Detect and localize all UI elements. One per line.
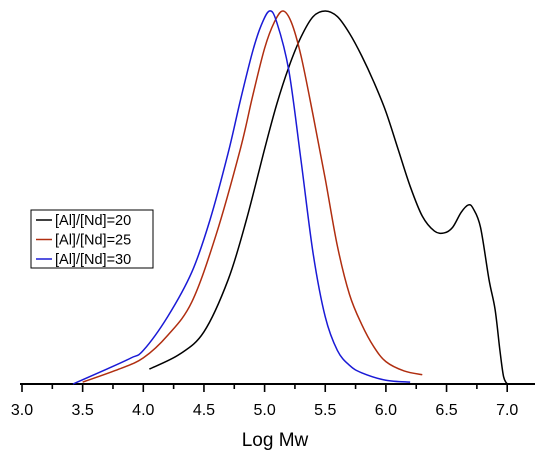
x-tick-label: 7.0 xyxy=(496,402,518,419)
legend-entries: [Al]/[Nd]=20 [Al]/[Nd]=25 [Al]/[Nd]=30 xyxy=(36,213,131,268)
x-axis-title: Log Mw xyxy=(242,430,309,451)
x-tick-label: 5.0 xyxy=(253,402,275,419)
series-line-2 xyxy=(82,10,423,383)
legend-label: [Al]/[Nd]=20 xyxy=(55,213,131,229)
legend: [Al]/[Nd]=20 [Al]/[Nd]=25 [Al]/[Nd]=30 xyxy=(30,209,154,269)
x-tick-label: 3.0 xyxy=(11,402,33,419)
series-line-3 xyxy=(72,10,411,385)
legend-label: [Al]/[Nd]=30 xyxy=(55,252,131,268)
x-axis: 3.0 3.5 4.0 4.5 5.0 5.5 6.0 6.5 7.0 Log Mw xyxy=(11,383,535,451)
x-tick-label: 6.5 xyxy=(435,402,457,419)
x-tick-label: 4.0 xyxy=(132,402,154,419)
x-tick-label: 4.5 xyxy=(193,402,215,419)
x-tick-labels: 3.0 3.5 4.0 4.5 5.0 5.5 6.0 6.5 7.0 xyxy=(11,402,519,419)
x-tick-label: 3.5 xyxy=(72,402,94,419)
series-lines xyxy=(72,10,508,385)
series-line-1 xyxy=(149,10,508,385)
x-ticks xyxy=(21,384,509,392)
legend-label: [Al]/[Nd]=25 xyxy=(55,233,131,249)
x-tick-label: 5.5 xyxy=(314,402,336,419)
x-tick-label: 6.0 xyxy=(375,402,397,419)
